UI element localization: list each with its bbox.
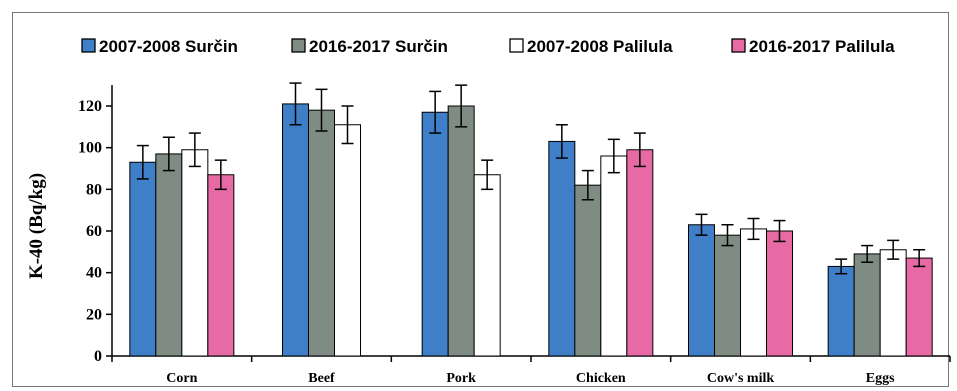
error-bar-chicken-series-2 <box>581 169 594 201</box>
bar-eggs-series-2 <box>853 253 881 357</box>
legend-swatch <box>509 38 524 53</box>
error-bar-cow-s-milk-series-2 <box>721 224 734 247</box>
error-bar-cow-s-milk-series-1 <box>695 213 708 236</box>
error-bar-beef-series-1 <box>289 82 302 126</box>
axes: 0 20 40 60 80 100 120 <box>78 85 951 365</box>
bar-pork-series-3 <box>473 174 501 357</box>
y-tick-label: 100 <box>78 140 102 157</box>
legend-label: 2007-2008 Surčin <box>99 37 238 56</box>
error-bar-corn-series-2 <box>162 136 175 172</box>
category-label-eggs: Eggs <box>866 371 895 386</box>
error-bar-pork-series-3 <box>481 159 494 191</box>
y-axis-label: K-40 (Bq/kg) <box>26 173 47 279</box>
bar-corn-series-2 <box>155 153 183 357</box>
legend-swatch <box>81 38 96 53</box>
category-labels: Corn Beef Pork Chicken Cow's milk Eggs <box>166 371 895 386</box>
bar-corn-series-3 <box>181 149 209 357</box>
bar-cow-s-milk-series-4 <box>766 230 793 357</box>
y-tick-label: 80 <box>86 181 102 198</box>
legend-swatch <box>731 38 746 53</box>
legend-item-4: 2016-2017 Palilula <box>731 37 895 56</box>
legend-item-2: 2016-2017 Surčin <box>291 37 448 56</box>
legend-item-1: 2007-2008 Surčin <box>81 37 238 56</box>
error-bar-beef-series-3 <box>341 105 354 145</box>
bar-beef-series-2 <box>308 109 335 357</box>
y-tick-label: 60 <box>86 223 102 240</box>
legend: 2007-2008 Surčin 2016-2017 Surčin 2007-200… <box>81 37 895 56</box>
y-tick-label: 120 <box>78 98 102 115</box>
error-bar-eggs-series-4 <box>913 249 926 268</box>
bar-cow-s-milk-series-1 <box>688 224 715 357</box>
error-bar-corn-series-4 <box>214 159 227 191</box>
bar-cow-s-milk-series-3 <box>740 228 767 357</box>
category-label-cow-s-milk: Cow's milk <box>707 371 775 386</box>
bar-chicken-series-4 <box>626 149 654 357</box>
category-label-pork: Pork <box>446 371 476 386</box>
bar-pork-series-2 <box>447 105 475 357</box>
bar-beef-series-1 <box>282 103 309 357</box>
bars <box>129 103 933 357</box>
error-bar-corn-series-1 <box>136 144 149 180</box>
category-label-chicken: Chicken <box>576 371 626 386</box>
bar-chicken-series-3 <box>600 155 628 357</box>
bar-beef-series-3 <box>334 124 361 357</box>
error-bar-chicken-series-1 <box>555 124 568 159</box>
legend-label: 2007-2008 Palilula <box>527 37 673 56</box>
error-bar-corn-series-3 <box>188 132 201 168</box>
bar-eggs-series-1 <box>827 265 855 357</box>
category-label-corn: Corn <box>166 371 197 386</box>
bar-corn-series-1 <box>129 161 157 357</box>
bar-corn-series-4 <box>207 174 235 357</box>
error-bar-beef-series-2 <box>315 88 328 132</box>
bar-chicken-series-1 <box>548 140 576 357</box>
error-bar-chicken-series-4 <box>633 132 646 168</box>
category-label-beef: Beef <box>308 371 335 386</box>
legend-item-3: 2007-2008 Palilula <box>509 37 673 56</box>
bar-cow-s-milk-series-2 <box>714 234 741 357</box>
error-bar-eggs-series-1 <box>835 258 848 275</box>
legend-label: 2016-2017 Palilula <box>749 37 895 56</box>
error-bar-pork-series-2 <box>455 84 468 128</box>
error-bar-pork-series-1 <box>429 90 442 134</box>
error-bar-chicken-series-3 <box>607 138 620 174</box>
error-bar-cow-s-milk-series-4 <box>773 219 786 243</box>
error-bars <box>136 82 926 275</box>
error-bar-eggs-series-3 <box>887 239 900 260</box>
bar-eggs-series-4 <box>905 257 933 357</box>
bar-pork-series-1 <box>421 111 449 357</box>
error-bar-eggs-series-2 <box>861 244 874 263</box>
y-tick-label: 20 <box>86 306 102 323</box>
y-tick-label: 40 <box>86 265 102 282</box>
error-bar-cow-s-milk-series-3 <box>747 217 760 241</box>
bar-chicken-series-2 <box>574 184 602 357</box>
legend-swatch <box>291 38 306 53</box>
bar-eggs-series-3 <box>879 249 907 357</box>
legend-label: 2016-2017 Surčin <box>309 37 448 56</box>
y-tick-label: 0 <box>94 348 102 365</box>
